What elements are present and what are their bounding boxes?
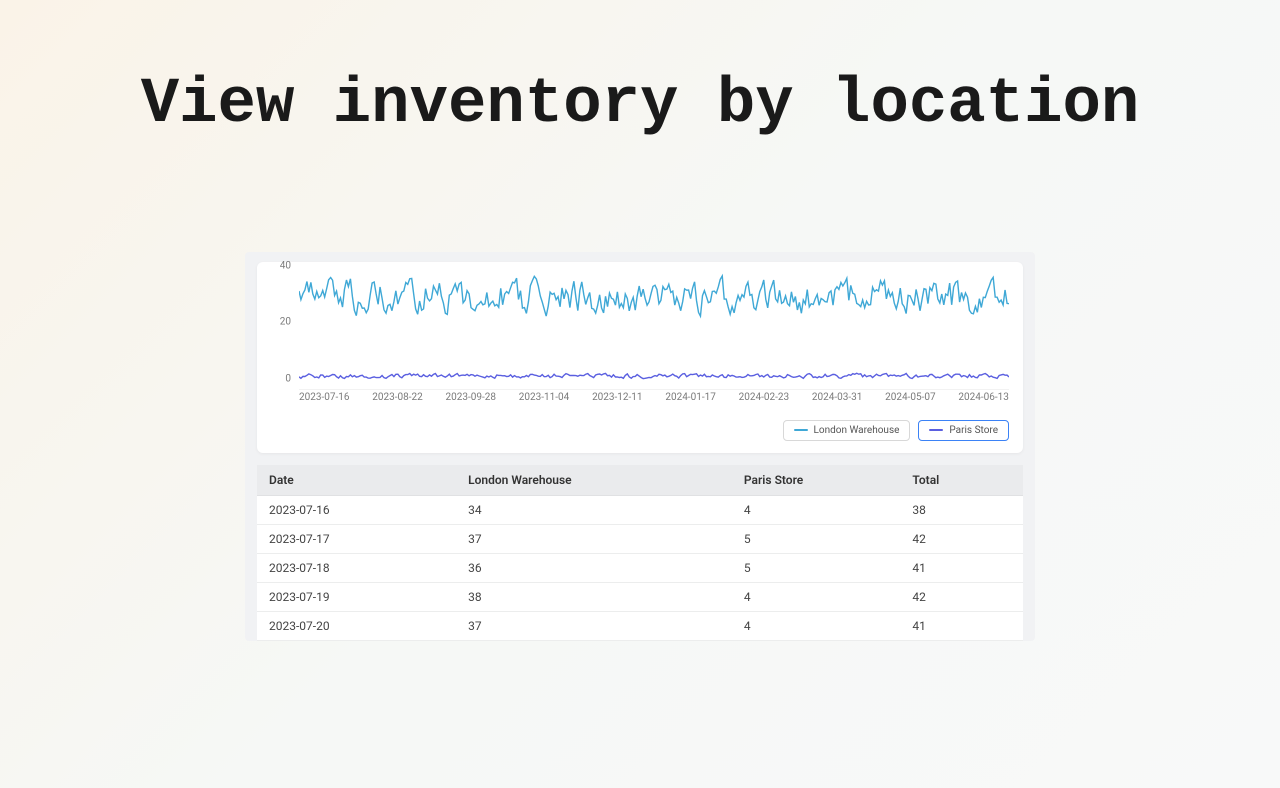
- x-tick: 2023-11-04: [519, 392, 570, 412]
- series-london-line: [299, 275, 1009, 315]
- legend-swatch: [794, 429, 808, 431]
- legend-item[interactable]: London Warehouse: [783, 420, 911, 441]
- table-cell: 5: [732, 553, 901, 582]
- y-tick: 40: [280, 261, 291, 272]
- chart-plot-area: [299, 272, 1009, 390]
- x-tick: 2024-02-23: [739, 392, 790, 412]
- table-header-cell: Paris Store: [732, 465, 901, 496]
- chart-y-ticks: 02040: [267, 272, 295, 390]
- legend-label: Paris Store: [949, 425, 998, 436]
- table-cell: 2023-07-17: [257, 524, 456, 553]
- table-row: 2023-07-1634438: [257, 495, 1023, 524]
- table-header-cell: Date: [257, 465, 456, 496]
- x-tick: 2024-06-13: [958, 392, 1009, 412]
- x-tick: 2024-03-31: [812, 392, 863, 412]
- table-cell: 36: [456, 553, 732, 582]
- table-body: 2023-07-16344382023-07-17375422023-07-18…: [257, 495, 1023, 640]
- table-cell: 41: [900, 611, 1023, 640]
- x-tick: 2023-07-16: [299, 392, 350, 412]
- table-header-row: DateLondon WarehouseParis StoreTotal: [257, 465, 1023, 496]
- legend-label: London Warehouse: [814, 425, 900, 436]
- table-cell: 42: [900, 524, 1023, 553]
- legend-item[interactable]: Paris Store: [918, 420, 1009, 441]
- table-cell: 4: [732, 611, 901, 640]
- table-cell: 34: [456, 495, 732, 524]
- table-row: 2023-07-1938442: [257, 582, 1023, 611]
- legend-swatch: [929, 429, 943, 431]
- table-cell: 42: [900, 582, 1023, 611]
- x-tick: 2024-01-17: [665, 392, 716, 412]
- table-cell: 38: [900, 495, 1023, 524]
- table-cell: 4: [732, 582, 901, 611]
- y-tick: 20: [280, 317, 291, 328]
- table-cell: 2023-07-19: [257, 582, 456, 611]
- table-cell: 37: [456, 524, 732, 553]
- table-cell: 2023-07-16: [257, 495, 456, 524]
- table-cell: 4: [732, 495, 901, 524]
- x-tick: 2023-09-28: [446, 392, 497, 412]
- x-tick: 2023-08-22: [372, 392, 423, 412]
- series-paris-line: [299, 373, 1009, 378]
- y-tick: 0: [285, 373, 291, 384]
- chart-legend: London Warehouse Paris Store: [267, 420, 1009, 441]
- table-cell: 41: [900, 553, 1023, 582]
- table-cell: 38: [456, 582, 732, 611]
- page-headline: View inventory by location: [0, 68, 1280, 144]
- table-header-cell: Total: [900, 465, 1023, 496]
- chart-x-ticks: 2023-07-16 2023-08-22 2023-09-28 2023-11-04…: [299, 392, 1009, 412]
- inventory-table: DateLondon WarehouseParis StoreTotal 202…: [257, 465, 1023, 641]
- table-cell: 2023-07-18: [257, 553, 456, 582]
- table-row: 2023-07-2037441: [257, 611, 1023, 640]
- x-tick: 2023-12-11: [592, 392, 643, 412]
- table-header-cell: London Warehouse: [456, 465, 732, 496]
- x-tick: 2024-05-07: [885, 392, 936, 412]
- table-cell: 37: [456, 611, 732, 640]
- table-row: 2023-07-1737542: [257, 524, 1023, 553]
- table-cell: 5: [732, 524, 901, 553]
- chart-card: 02040 2023-07-162023-08-222023-09-282023…: [257, 262, 1023, 453]
- inventory-panel: 02040 2023-07-162023-08-222023-09-282023…: [245, 252, 1035, 641]
- table-row: 2023-07-1836541: [257, 553, 1023, 582]
- table-cell: 2023-07-20: [257, 611, 456, 640]
